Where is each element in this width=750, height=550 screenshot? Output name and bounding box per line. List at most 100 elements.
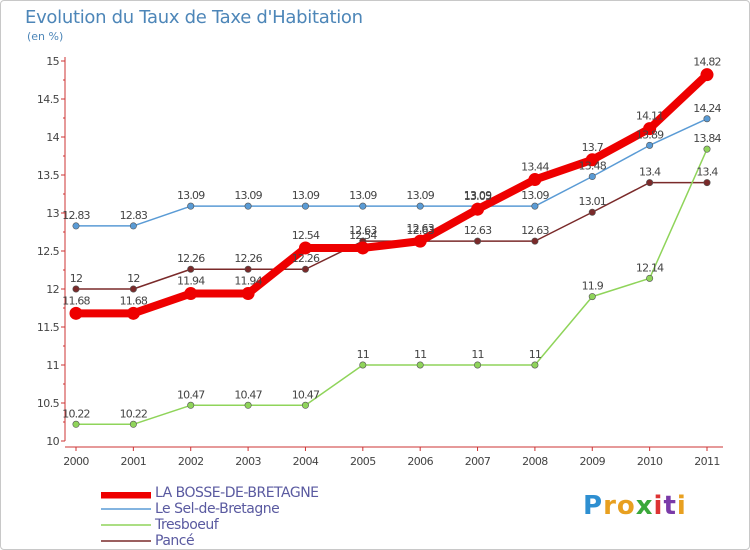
legend-swatch-sel (101, 508, 151, 510)
data-label-tresboeuf: 11.9 (582, 280, 604, 293)
data-label-sel: 13.48 (579, 160, 607, 173)
data-label-tresboeuf: 13.84 (693, 132, 721, 145)
data-label-sel: 12.83 (62, 209, 90, 222)
data-label-tresboeuf: 10.47 (234, 388, 262, 401)
data-point-bosse (528, 173, 542, 187)
data-label-tresboeuf: 11 (529, 348, 541, 361)
legend-label-tresboeuf: Tresboeuf (155, 517, 219, 533)
data-label-sel: 13.09 (464, 189, 492, 202)
data-point-sel (531, 202, 539, 210)
data-point-bosse (241, 287, 255, 301)
y-tick-label: 11 (46, 359, 59, 372)
data-point-bosse (700, 68, 714, 82)
logo-letter: i (676, 491, 687, 521)
data-label-tresboeuf: 11 (471, 348, 483, 361)
legend: LA BOSSE-DE-BRETAGNE Le Sel-de-Bretagne … (101, 485, 401, 549)
data-point-tresboeuf (187, 401, 195, 409)
data-point-sel (359, 202, 367, 210)
data-label-pance: 12.63 (406, 224, 434, 237)
data-point-pance (474, 237, 482, 245)
chart-title: Evolution du Taux de Taxe d'Habitation (25, 7, 363, 28)
legend-swatch-tresboeuf (101, 524, 151, 526)
data-label-pance: 12.63 (521, 224, 549, 237)
data-point-sel (129, 222, 137, 230)
data-point-tresboeuf (646, 274, 654, 282)
x-tick-label: 2011 (694, 455, 720, 468)
data-label-sel: 13.09 (406, 189, 434, 202)
data-point-bosse (356, 241, 370, 255)
data-label-pance: 13.4 (696, 166, 718, 179)
data-label-sel: 14.24 (693, 102, 721, 115)
series-line-pance (75, 181, 708, 290)
data-label-sel: 13.09 (292, 189, 320, 202)
logo-letter: o (616, 491, 636, 521)
data-label-bosse: 13.7 (582, 141, 604, 154)
data-point-tresboeuf (244, 401, 252, 409)
y-tick-label: 15 (46, 55, 59, 68)
data-point-tresboeuf (359, 361, 367, 369)
legend-label-bosse: LA BOSSE-DE-BRETAGNE (155, 485, 319, 501)
y-tick-label: 10 (46, 435, 59, 448)
data-label-bosse: 11.94 (177, 275, 205, 288)
x-tick-label: 2000 (63, 455, 89, 468)
data-point-bosse (585, 153, 599, 167)
data-label-pance: 12 (70, 272, 82, 285)
y-tick-label: 14.5 (37, 93, 60, 106)
data-point-bosse (184, 287, 198, 301)
logo-letter: P (583, 491, 604, 521)
data-point-tresboeuf (416, 361, 424, 369)
y-tick-label: 11.5 (37, 321, 60, 334)
legend-item-tresboeuf: Tresboeuf (101, 517, 401, 533)
legend-swatch-pance (101, 540, 151, 542)
x-tick-label: 2003 (235, 455, 261, 468)
series-line-sel (75, 118, 708, 227)
data-point-bosse (643, 122, 657, 136)
data-label-tresboeuf: 10.47 (292, 388, 320, 401)
data-point-sel (72, 222, 80, 230)
data-point-bosse (471, 202, 485, 216)
data-point-pance (588, 208, 596, 216)
data-point-tresboeuf (531, 361, 539, 369)
legend-label-sel: Le Sel-de-Bretagne (155, 501, 280, 517)
data-label-tresboeuf: 11 (357, 348, 369, 361)
data-point-pance (244, 265, 252, 273)
data-label-pance: 12.26 (292, 252, 320, 265)
data-point-sel (301, 202, 309, 210)
data-point-tresboeuf (474, 361, 482, 369)
logo-letter: i (653, 491, 664, 521)
x-tick-label: 2002 (178, 455, 204, 468)
proxiti-logo: Proxiti (583, 491, 687, 521)
data-point-sel (416, 202, 424, 210)
data-point-tresboeuf (588, 293, 596, 301)
data-label-tresboeuf: 12.14 (636, 261, 664, 274)
x-tick-label: 2004 (293, 455, 319, 468)
data-label-sel: 12.83 (120, 209, 148, 222)
data-label-bosse: 11.94 (234, 275, 262, 288)
data-label-pance: 12 (127, 272, 139, 285)
y-tick-label: 14 (46, 131, 59, 144)
y-tick-label: 13 (46, 207, 59, 220)
data-label-bosse: 12.63 (406, 222, 434, 235)
logo-letter: r (603, 491, 617, 521)
data-label-pance: 12.63 (464, 224, 492, 237)
data-label-pance: 12.63 (349, 224, 377, 237)
data-label-bosse: 11.68 (62, 294, 90, 307)
x-tick-label: 2008 (522, 455, 548, 468)
data-label-sel: 13.09 (349, 189, 377, 202)
data-label-sel: 13.09 (177, 189, 205, 202)
data-label-bosse: 12.54 (349, 229, 377, 242)
data-label-sel: 13.09 (234, 189, 262, 202)
data-point-bosse (69, 306, 83, 320)
data-label-bosse: 14.11 (636, 110, 664, 123)
data-point-pance (72, 285, 80, 293)
data-point-sel (187, 202, 195, 210)
data-label-sel: 13.09 (521, 189, 549, 202)
legend-item-bosse: LA BOSSE-DE-BRETAGNE (101, 485, 401, 501)
data-label-pance: 12.26 (234, 252, 262, 265)
data-label-pance: 13.4 (639, 166, 661, 179)
y-tick-label: 13.5 (37, 169, 60, 182)
x-tick-label: 2005 (350, 455, 376, 468)
data-label-tresboeuf: 11 (414, 348, 426, 361)
x-tick-label: 2006 (407, 455, 433, 468)
